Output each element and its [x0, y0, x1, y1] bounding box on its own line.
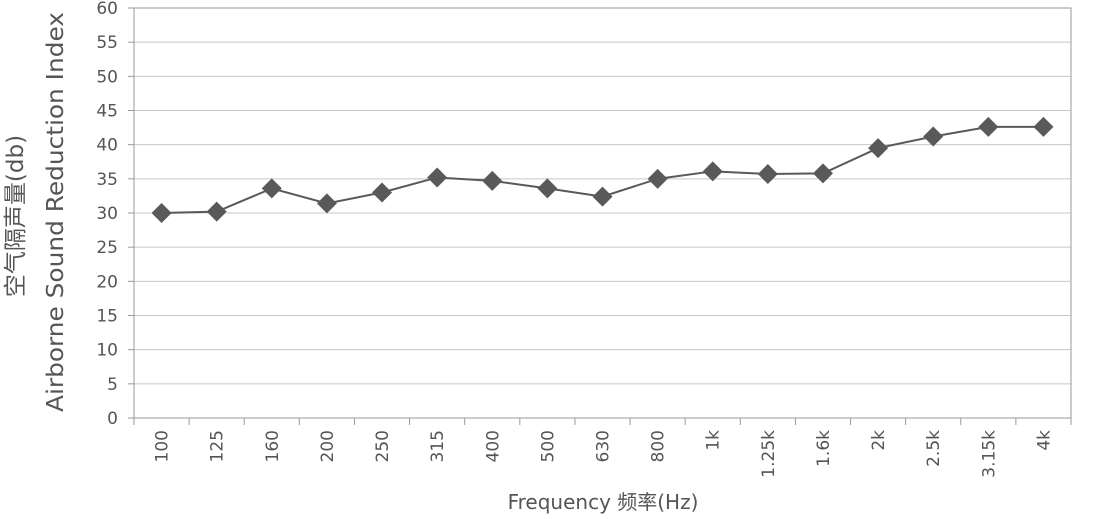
y-tick-label: 15 — [96, 307, 118, 327]
x-axis-ticks: 100 125 160 200 250 315 400 500 630 800 1k 1.25k 1.6… — [133, 418, 1072, 478]
data-point-marker — [261, 178, 282, 199]
data-point-marker — [592, 186, 613, 207]
x-tick-label: 800 — [649, 430, 669, 462]
data-point-marker — [151, 203, 172, 223]
data-series — [151, 116, 1054, 223]
x-tick-label: 315 — [428, 430, 448, 462]
data-point-marker — [537, 178, 558, 199]
data-point-marker — [316, 193, 337, 214]
x-tick-label: 630 — [594, 430, 614, 462]
data-point-marker — [812, 163, 833, 184]
x-tick-label: 200 — [318, 430, 338, 462]
y-tick-label: 0 — [107, 409, 118, 429]
data-point-marker — [427, 167, 448, 188]
y-axis-title-chinese: 空气隔声量(db) — [3, 135, 29, 297]
y-tick-label: 40 — [96, 136, 118, 156]
y-tick-label: 50 — [96, 67, 118, 87]
y-tick-label: 55 — [96, 33, 118, 53]
y-tick-label: 20 — [96, 272, 118, 292]
data-point-marker — [702, 161, 723, 182]
data-point-marker — [757, 164, 778, 185]
data-point-marker — [868, 138, 889, 159]
y-tick-label: 45 — [96, 102, 118, 122]
y-tick-label: 10 — [96, 341, 118, 361]
data-point-marker — [372, 182, 393, 203]
y-tick-label: 30 — [96, 204, 118, 224]
x-tick-label: 1.25k — [759, 430, 779, 478]
x-tick-label: 3.15k — [979, 430, 999, 478]
x-tick-label: 4k — [1034, 430, 1054, 451]
x-tick-label: 160 — [263, 430, 283, 462]
data-point-marker — [978, 116, 999, 137]
x-tick-label: 125 — [208, 430, 228, 462]
data-point-marker — [206, 201, 227, 222]
y-tick-label: 35 — [96, 170, 118, 190]
y-axis-ticks: 0 5 10 15 20 25 30 35 40 45 50 55 60 — [96, 0, 134, 429]
y-tick-label: 60 — [96, 0, 118, 19]
x-tick-label: 250 — [373, 430, 393, 462]
data-point-marker — [1033, 116, 1054, 137]
data-point-marker — [647, 168, 668, 189]
y-axis-title-english: Airborne Sound Reduction Index — [43, 12, 69, 412]
x-tick-label: 500 — [538, 430, 558, 462]
x-tick-label: 400 — [483, 430, 503, 462]
gridlines — [134, 41, 1071, 385]
data-point-marker — [923, 126, 944, 147]
x-tick-label: 100 — [153, 430, 173, 462]
y-tick-label: 25 — [96, 238, 118, 258]
x-tick-label: 2.5k — [924, 430, 944, 467]
data-point-marker — [482, 170, 503, 191]
y-tick-label: 5 — [107, 375, 118, 395]
x-tick-label: 1k — [704, 430, 724, 451]
x-tick-label: 2k — [869, 430, 889, 451]
x-axis-title: Frequency 频率(Hz) — [508, 490, 699, 514]
x-tick-label: 1.6k — [814, 430, 834, 467]
